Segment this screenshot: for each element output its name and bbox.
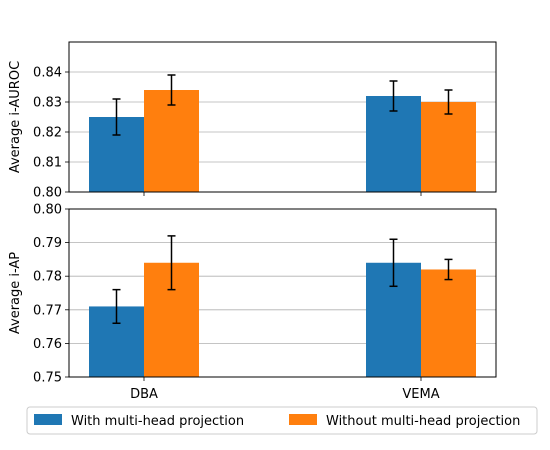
y-tick-label: 0.75 <box>33 371 62 386</box>
y-axis-label: Average i-AUROC <box>8 61 23 173</box>
y-axis-label: Average i-AP <box>8 252 23 334</box>
y-tick-label: 0.76 <box>33 337 62 352</box>
legend-label: With multi-head projection <box>71 414 244 429</box>
x-tick-label: VEMA <box>402 387 439 402</box>
bar <box>421 102 476 192</box>
bar <box>366 96 421 192</box>
legend-swatch <box>34 414 62 425</box>
x-tick-label: DBA <box>130 387 158 402</box>
y-tick-label: 0.83 <box>33 96 62 111</box>
y-tick-label: 0.78 <box>33 270 62 285</box>
y-tick-label: 0.80 <box>33 203 62 218</box>
legend-frame <box>26 406 538 435</box>
y-tick-label: 0.82 <box>33 126 62 141</box>
legend-label: Without multi-head projection <box>326 414 520 429</box>
ap-panel: 0.75 0.76 0.77 0.78 0.79 0.80 DBA VEMA Average i… <box>8 203 497 402</box>
y-tick-label: 0.77 <box>33 303 62 318</box>
y-tick-label: 0.79 <box>33 236 62 251</box>
bar <box>144 90 199 192</box>
legend-swatch <box>289 414 317 425</box>
y-tick-label: 0.81 <box>33 156 62 171</box>
axes-frame <box>68 208 497 378</box>
bar <box>421 269 476 377</box>
legend: With multi-head projection Without multi-… <box>26 406 538 435</box>
auroc-panel: 0.80 0.81 0.82 0.83 0.84 Average i-AUROC <box>8 41 497 201</box>
axes-frame <box>68 41 497 193</box>
y-tick-label: 0.84 <box>33 66 62 81</box>
y-tick-label: 0.80 <box>33 186 62 201</box>
